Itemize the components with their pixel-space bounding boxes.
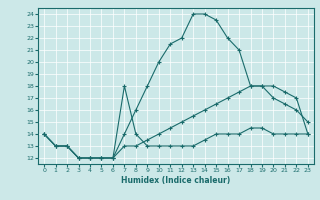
X-axis label: Humidex (Indice chaleur): Humidex (Indice chaleur) bbox=[121, 176, 231, 185]
